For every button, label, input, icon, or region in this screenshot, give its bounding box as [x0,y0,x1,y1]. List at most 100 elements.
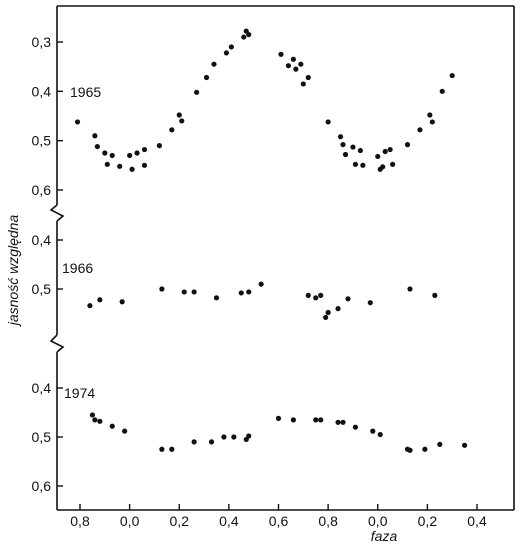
data-point [74,119,81,125]
panel-year-label: 1965 [70,84,101,100]
data-point [117,163,123,169]
data-point [437,441,443,447]
data-point [407,447,413,453]
x-tick-label: 0,2 [170,513,190,529]
data-point [89,412,96,418]
data-point [221,434,227,440]
data-point [422,446,428,452]
data-point [350,144,356,150]
data-point [156,143,162,149]
data-point [246,433,252,439]
data-point [127,152,133,159]
data-point [290,417,296,423]
data-point [246,289,252,295]
data-point [293,66,299,72]
data-point [325,309,331,316]
x-tick-label: 0,8 [70,513,90,529]
data-points [74,28,468,453]
data-point [109,152,115,159]
y-tick-label: 0,5 [32,429,52,445]
y-tick-label: 0,5 [32,281,52,297]
data-point [313,295,319,301]
data-point [223,50,229,56]
data-point [129,166,135,172]
data-point [97,418,103,424]
data-point [370,428,376,434]
y-axis-title: jasność względna [5,215,21,328]
data-point [360,162,366,168]
data-point [278,51,284,57]
data-point [285,63,292,69]
y-tick-label: 0,4 [32,380,52,396]
data-point [203,74,210,81]
data-point [159,286,165,292]
data-point [246,31,252,38]
data-point [340,142,346,148]
data-point [380,164,386,170]
data-point [87,303,93,309]
data-point [357,147,363,154]
data-point [313,417,319,423]
data-point [305,292,311,298]
data-point [141,146,148,153]
data-point [449,72,455,79]
y-tick-label: 0,5 [32,133,52,149]
data-point [407,286,413,292]
data-point [404,142,411,148]
data-point [352,161,359,167]
x-tick-label: 0,4 [219,513,239,529]
data-point [340,419,346,425]
data-point [119,299,125,305]
data-point [305,74,311,81]
data-point [461,442,468,448]
data-point [191,289,197,295]
data-point [213,295,220,301]
data-point [238,290,244,296]
data-point [169,446,175,452]
data-point [290,56,296,62]
data-point [390,161,396,167]
data-point [191,439,197,445]
data-point [109,423,115,429]
data-point [122,428,128,434]
data-point [432,292,438,298]
plot-frame [49,5,515,511]
data-point [92,133,98,139]
data-point [181,289,187,295]
data-point [134,150,140,156]
axis-break-lower [49,334,65,353]
data-point [102,150,108,156]
data-point [92,417,98,423]
data-point [323,314,329,321]
data-point [417,127,423,133]
x-tick-label: 0,0 [120,513,140,529]
data-point [159,446,165,452]
data-point [318,417,324,423]
data-point [352,424,359,430]
data-point [179,118,185,124]
data-point [104,161,110,167]
data-point [337,134,344,140]
data-point [382,148,388,155]
data-point [300,81,306,87]
y-tick-label: 0,4 [32,232,52,248]
data-point [335,306,341,312]
y-tick-label: 0,6 [32,182,52,198]
data-point [141,162,148,168]
x-tick-label: 0,4 [467,513,487,529]
data-point [335,419,341,425]
data-point [375,153,381,160]
y-tick-label: 0,6 [32,478,52,494]
data-point [345,296,351,302]
x-tick-label: 0,2 [418,513,438,529]
axis-break-upper [49,204,65,222]
data-point [325,119,331,125]
data-point [367,300,373,306]
y-ticks: 0,3 0,4 0,5 0,6 0,4 0,5 0,4 0,5 0,6 [32,34,63,494]
data-point [439,88,445,94]
data-point [298,61,304,67]
data-point [97,297,103,303]
x-tick-label: 0,8 [318,513,338,529]
data-point [377,431,383,438]
